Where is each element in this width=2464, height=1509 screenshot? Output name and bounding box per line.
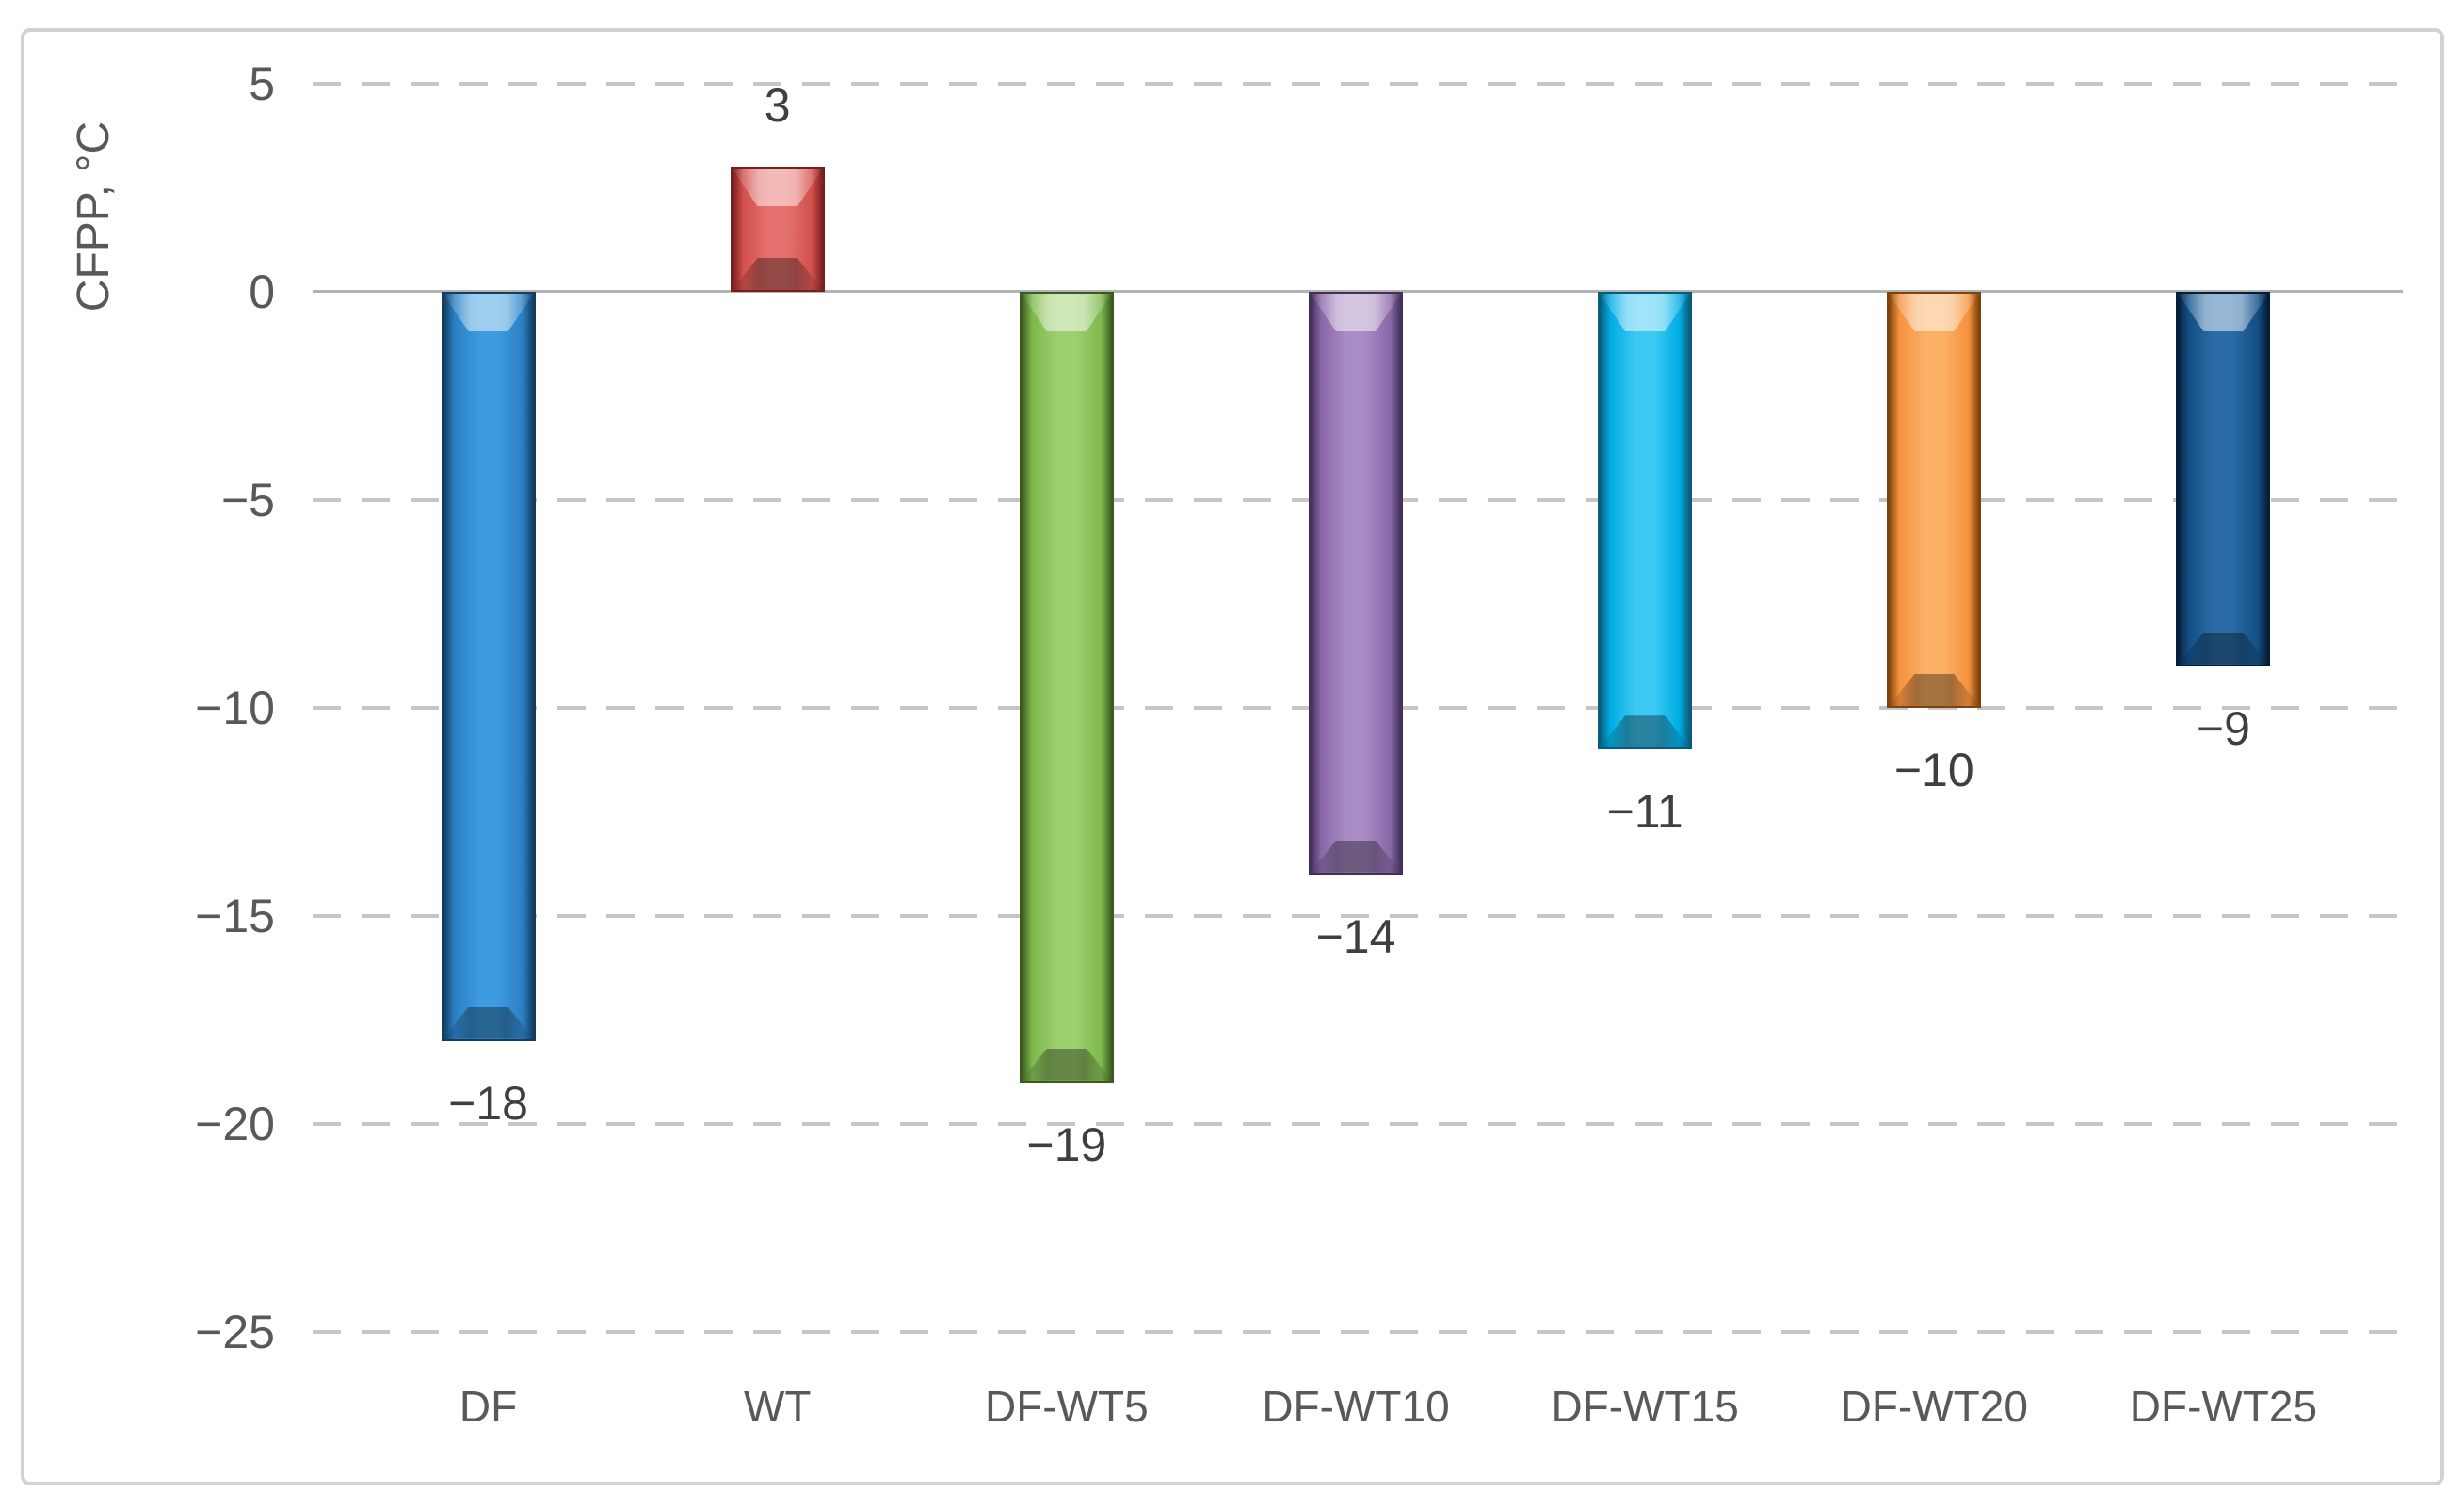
y-tick-label: −20 <box>195 1098 275 1150</box>
x-tick-label-DF-WT15: DF-WT15 <box>1551 1382 1739 1431</box>
y-tick-label: −5 <box>220 474 275 526</box>
bar-DF-WT20 <box>1887 292 1982 708</box>
gridline <box>313 914 2403 918</box>
data-label-DF-WT20: −10 <box>1893 744 1974 796</box>
bar-DF-WT15 <box>1598 292 1693 750</box>
y-tick-label: −10 <box>195 682 275 734</box>
x-tick-label-DF-WT25: DF-WT25 <box>2129 1382 2318 1431</box>
y-tick-label: 0 <box>249 265 275 318</box>
x-tick-label-DF-WT5: DF-WT5 <box>984 1382 1149 1431</box>
data-label-DF: −18 <box>448 1076 528 1130</box>
bar-WT <box>730 167 825 292</box>
gridline <box>313 1330 2403 1334</box>
bar-DF-WT25 <box>2176 292 2271 666</box>
bar-DF-WT10 <box>1309 292 1403 875</box>
gridline <box>313 1122 2403 1126</box>
x-tick-label-DF: DF <box>459 1382 518 1431</box>
y-tick-label: −15 <box>195 890 275 942</box>
chart-border-frame <box>21 28 2444 1485</box>
data-label-WT: 3 <box>764 79 791 133</box>
y-tick-label: −25 <box>195 1306 275 1358</box>
bar-DF <box>441 292 536 1041</box>
data-label-DF-WT25: −9 <box>2196 701 2250 755</box>
x-tick-label-DF-WT20: DF-WT20 <box>1840 1382 2028 1431</box>
y-tick-label: 5 <box>249 57 275 110</box>
gridline <box>313 82 2403 86</box>
x-tick-label-DF-WT10: DF-WT10 <box>1262 1382 1450 1431</box>
bar-DF-WT5 <box>1019 292 1114 1083</box>
data-label-DF-WT5: −19 <box>1026 1117 1107 1171</box>
data-label-DF-WT15: −11 <box>1606 785 1683 839</box>
data-label-DF-WT10: −14 <box>1315 909 1396 963</box>
x-tick-label-WT: WT <box>743 1382 812 1431</box>
